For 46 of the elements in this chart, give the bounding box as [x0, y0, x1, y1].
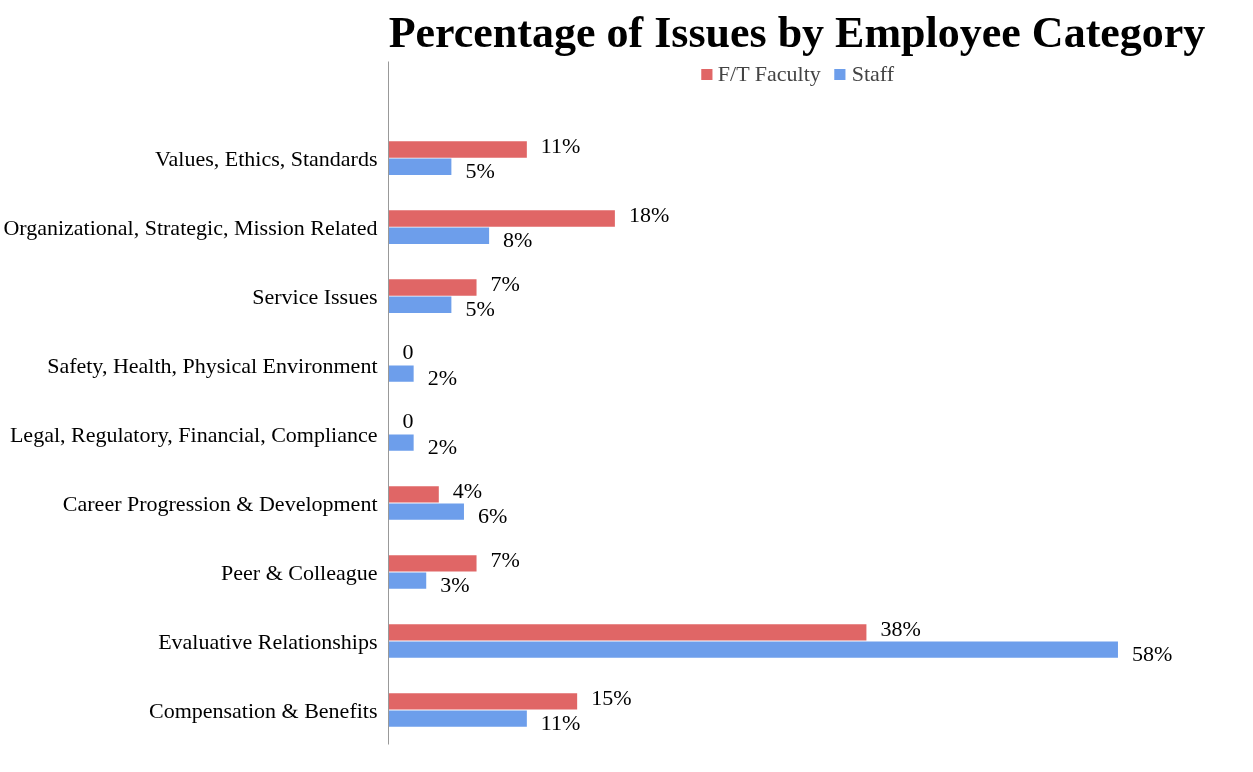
bar [388, 365, 414, 382]
bar [388, 141, 527, 158]
bar [388, 624, 867, 641]
bar [388, 158, 452, 175]
y-tick-label: Compensation & Benefits [148, 697, 378, 723]
data-label: 0 [402, 408, 414, 434]
data-label: 38% [880, 615, 921, 641]
bar [388, 296, 452, 313]
data-label: 2% [427, 434, 457, 460]
chart-title: Percentage of Issues by Employee Category [388, 7, 1206, 57]
data-label: 11% [540, 132, 581, 158]
y-tick-label: Career Progression & Development [62, 490, 378, 516]
y-tick-label: Legal, Regulatory, Financial, Compliance [9, 421, 378, 447]
data-label: 58% [1131, 641, 1173, 667]
data-label: 7% [490, 270, 520, 296]
data-label: 8% [503, 227, 533, 253]
data-label: 3% [440, 572, 470, 598]
bar [388, 641, 1118, 658]
data-label: 5% [465, 296, 495, 322]
legend-label: Staff [851, 61, 895, 87]
data-label: 6% [477, 503, 508, 529]
bar [388, 210, 615, 227]
bar [388, 710, 527, 727]
y-tick-label: Service Issues [252, 283, 378, 309]
bar [388, 693, 578, 710]
legend-label: F/T Faculty [717, 61, 821, 87]
data-label: 11% [540, 710, 581, 736]
bar [388, 572, 427, 589]
bar [388, 486, 439, 503]
data-label: 0 [402, 339, 414, 365]
y-tick-label: Organizational, Strategic, Mission Related [3, 214, 378, 240]
bar [388, 555, 477, 572]
data-label: 5% [465, 158, 495, 184]
bar [388, 503, 464, 520]
y-tick-label: Safety, Health, Physical Environment [47, 352, 378, 378]
bar [388, 227, 490, 244]
bar [388, 434, 414, 451]
data-label: 18% [628, 201, 670, 227]
bar [388, 279, 477, 296]
y-tick-label: Peer & Colleague [221, 559, 378, 585]
data-label: 4% [452, 477, 483, 503]
data-label: 7% [490, 546, 520, 572]
y-tick-label: Values, Ethics, Standards [155, 145, 378, 171]
y-tick-label: Evaluative Relationships [158, 628, 378, 654]
data-label: 2% [427, 365, 457, 391]
data-label: 15% [591, 684, 632, 710]
